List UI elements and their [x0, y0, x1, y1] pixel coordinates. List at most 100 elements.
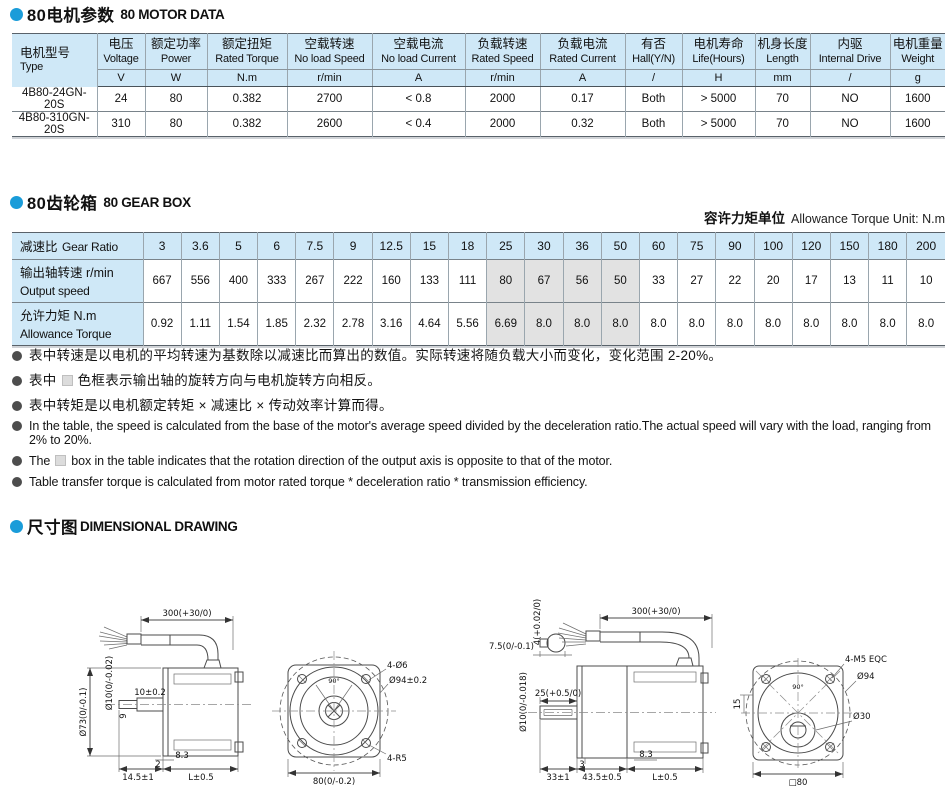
gear-data-cell: 22 — [715, 259, 755, 303]
gear-data-cell: 2.32 — [295, 302, 335, 346]
motor-data-cell: > 5000 — [681, 86, 756, 111]
dim-43-5: 43.5±0.5 — [582, 773, 622, 783]
gearbox-table: 减速比 Gear Ratio 3 3.6 5 6 7.5 9 12.5 15 18 25 30 36 50… — [12, 232, 945, 346]
motor-data-cell: 70 — [754, 110, 811, 136]
gear-ratio-cell: 75 — [677, 232, 717, 260]
note-text: Table transfer torque is calculated from… — [29, 475, 588, 489]
vent-slot — [633, 671, 697, 683]
motor-unit-cell: r/min — [286, 69, 373, 87]
gear-data-cell: 8.0 — [753, 302, 793, 346]
motor-unit-cell: r/min — [464, 69, 541, 87]
cable-gland — [675, 657, 694, 667]
gear-ratio-cell: 200 — [906, 232, 945, 260]
gear-ratio-cell: 6 — [257, 232, 297, 260]
note-item: In the table, the speed is calculated fr… — [12, 419, 950, 447]
motor-unit-cell: / — [809, 69, 891, 87]
gear-data-cell: 160 — [371, 259, 411, 303]
notes-list: 表中转速是以电机的平均转速为基数除以减速比而算出的数值。实际转速将随负载大小而变… — [12, 344, 950, 496]
gear-ratio-cell: 9 — [333, 232, 373, 260]
motor-data-cell: 2000 — [464, 110, 541, 136]
gear-data-cell: 0.92 — [142, 302, 182, 346]
note-bullet-icon — [12, 421, 22, 431]
gear-ratio-cell: 100 — [753, 232, 793, 260]
torque-unit-note: 容许力矩单位 Allowance Torque Unit: N.m — [704, 207, 945, 227]
gear-data-cell: 80 — [486, 259, 526, 303]
dim-8-3: 8.3 — [639, 750, 653, 760]
gear-ratio-cell: 120 — [791, 232, 831, 260]
note-item: Table transfer torque is calculated from… — [12, 475, 950, 489]
dim-angle: 90° — [792, 683, 804, 691]
motor-header-cell: 空载转速 No load Speed — [286, 33, 373, 70]
motor-data-cell: 310 — [96, 110, 146, 136]
note-item: 表中转矩是以电机额定转矩 × 减速比 × 传动效率计算而得。 — [12, 394, 950, 414]
gear-data-cell: 67 — [524, 259, 564, 303]
motor-unit-cell: / — [624, 69, 683, 87]
note-bullet-icon — [12, 401, 22, 411]
note-item: 表中转速是以电机的平均转速为基数除以减速比而算出的数值。实际转速将随负载大小而变… — [12, 344, 950, 364]
motor-face-view: 90° 4-Ø6 Ø94±0.2 4-R5 80(0/-0.2) — [272, 651, 427, 787]
gear-ratio-cell: 90 — [715, 232, 755, 260]
gear-ratio-cell: 3.6 — [180, 232, 220, 260]
motor-unit-cell: g — [889, 69, 945, 87]
motor-header-cell: 额定扭矩 Rated Torque — [206, 33, 288, 70]
motor-header-cell: 电压 Voltage — [96, 33, 146, 70]
motor-header-cell: 电机型号 Type — [12, 33, 98, 87]
gear-row-header: 减速比 Gear Ratio — [12, 232, 144, 260]
dim-bolt-circle: Ø94 — [857, 671, 875, 682]
note-text: The box in the table indicates that the r… — [29, 454, 613, 468]
gear-data-cell: 267 — [295, 259, 335, 303]
dim-key-width: 7.5(0/-0.1) — [489, 642, 534, 652]
gear-ratio-cell: 3 — [142, 232, 182, 260]
torque-unit-note-zh: 容许力矩单位 — [703, 211, 785, 226]
gear-data-cell: 10 — [906, 259, 945, 303]
motor-side-view: 300(+30/0) Ø73(0/-0.1) Ø10(0/-0.02) 10±0… — [78, 609, 252, 783]
dim-shaft-diameter: Ø10(0/-0.02) — [104, 656, 115, 710]
gear-ratio-cell: 7.5 — [295, 232, 335, 260]
cable-gland — [203, 659, 222, 669]
gear-data-cell: 8.0 — [906, 302, 945, 346]
drawing-title-en: DIMENSIONAL DRAWING — [80, 518, 238, 534]
motor-unit-cell: H — [681, 69, 756, 87]
motor-title-en: 80 MOTOR DATA — [120, 6, 225, 22]
note-text: 表中转速是以电机的平均转速为基数除以减速比而算出的数值。实际转速将随负载大小而变… — [29, 348, 723, 363]
cable-wires — [98, 626, 128, 650]
note-bullet-icon — [12, 456, 22, 466]
gear-ratio-cell: 30 — [524, 232, 564, 260]
motor-header-cell: 电机寿命 Life(Hours) — [681, 33, 756, 70]
gear-ratio-cell: 5 — [218, 232, 259, 260]
motor-data-cell: 4B80-24GN-20S — [12, 86, 98, 111]
mount-hole — [825, 742, 835, 752]
motor-header-cell: 有否 Hall(Y/N) — [624, 33, 683, 70]
motor-data-cell: 0.382 — [206, 110, 288, 136]
gearbox-section-title: 80齿轮箱 80 GEAR BOX — [10, 190, 191, 214]
key-section — [546, 633, 566, 653]
note-text: 表中转矩是以电机额定转矩 × 减速比 × 传动效率计算而得。 — [29, 398, 393, 413]
bullet-icon — [10, 7, 23, 21]
motor-unit-cell: A — [539, 69, 626, 87]
gear-data-cell: 2.78 — [333, 302, 373, 346]
gear-data-cell: 556 — [180, 259, 220, 303]
motor-data-cell: 24 — [96, 86, 146, 111]
gear-row-header: 允许力矩 N.m Allowance Torque — [12, 302, 144, 346]
cable-connector — [585, 630, 601, 642]
gear-row-header: 输出轴转速 r/min Output speed — [12, 259, 144, 303]
gearbox-title-zh: 80齿轮箱 — [27, 195, 98, 213]
note-item: The box in the table indicates that the r… — [12, 454, 950, 468]
motor-data-cell: 70 — [754, 86, 811, 111]
motor-unit-cell: mm — [754, 69, 811, 87]
motor-unit-cell: A — [371, 69, 466, 87]
vent-slot — [173, 673, 232, 685]
gear-data-cell: 20 — [753, 259, 793, 303]
gearbox-face-view: 90° 4-M5 EQC Ø94 Ø30 15 □80 — [733, 655, 887, 788]
gearmotor-body — [576, 665, 704, 759]
gear-data-cell: 333 — [257, 259, 297, 303]
bullet-icon — [10, 195, 23, 209]
motor-data-cell: 80 — [144, 110, 208, 136]
dim-8-3: 8.3 — [175, 751, 189, 761]
motor-data-cell: 0.382 — [206, 86, 288, 111]
dim-2: 2 — [155, 760, 160, 770]
motor-header-cell: 负载转速 Rated Speed — [464, 33, 541, 70]
gear-data-cell: 8.0 — [677, 302, 717, 346]
